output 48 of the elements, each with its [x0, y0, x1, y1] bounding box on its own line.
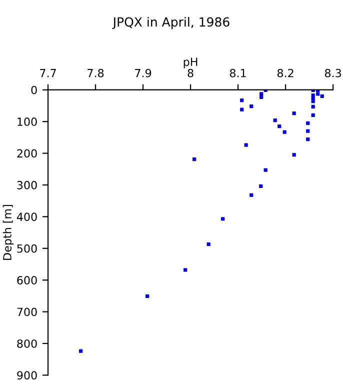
- point: [250, 104, 254, 108]
- x-tick-label: 7.8: [88, 68, 104, 78]
- point: [306, 138, 310, 142]
- point: [264, 168, 268, 172]
- y-tick-label: 100: [18, 118, 37, 126]
- x-axis-title: pH: [184, 58, 198, 68]
- point: [260, 95, 264, 99]
- point: [78, 349, 83, 353]
- point: [146, 294, 150, 298]
- y-tick-label: 600: [17, 276, 37, 284]
- y-tick-label: 700: [17, 308, 37, 316]
- point: [192, 157, 196, 162]
- y-tick-label: 300: [17, 180, 37, 190]
- y-tick-label: 500: [17, 244, 37, 253]
- y-tick-label: 400: [16, 212, 37, 222]
- x-tick-label: 8.2: [277, 68, 294, 78]
- point: [320, 94, 324, 98]
- point: [292, 153, 296, 157]
- point: [278, 124, 282, 128]
- point: [259, 184, 263, 188]
- y-tick-label: 0: [31, 86, 37, 94]
- point: [311, 99, 315, 104]
- point: [260, 92, 264, 96]
- point: [282, 130, 286, 134]
- point: [306, 129, 310, 133]
- point: [184, 268, 188, 272]
- point: [316, 92, 320, 96]
- point: [311, 113, 315, 118]
- point: [240, 108, 244, 112]
- point: [306, 121, 310, 125]
- point: [250, 193, 254, 197]
- chart-title: JPQX in April, 1986: [112, 16, 230, 30]
- point: [221, 217, 225, 221]
- y-tick-label: 200: [17, 149, 37, 158]
- point: [244, 143, 248, 147]
- x-tick-label: 8.1: [230, 68, 246, 78]
- point: [311, 104, 315, 108]
- x-tick-label: 7.7: [40, 69, 56, 78]
- y-tick-label: 900: [17, 371, 37, 380]
- point: [240, 98, 244, 102]
- point: [273, 118, 277, 122]
- y-tick-label: 800: [17, 339, 37, 348]
- x-tick-label: 8.3: [324, 68, 341, 78]
- y-axis-title: Depth [m]: [2, 205, 14, 260]
- point: [292, 112, 296, 116]
- point: [206, 242, 210, 246]
- x-tick-label: 8: [188, 68, 194, 78]
- x-tick-label: 7.9: [135, 68, 152, 78]
